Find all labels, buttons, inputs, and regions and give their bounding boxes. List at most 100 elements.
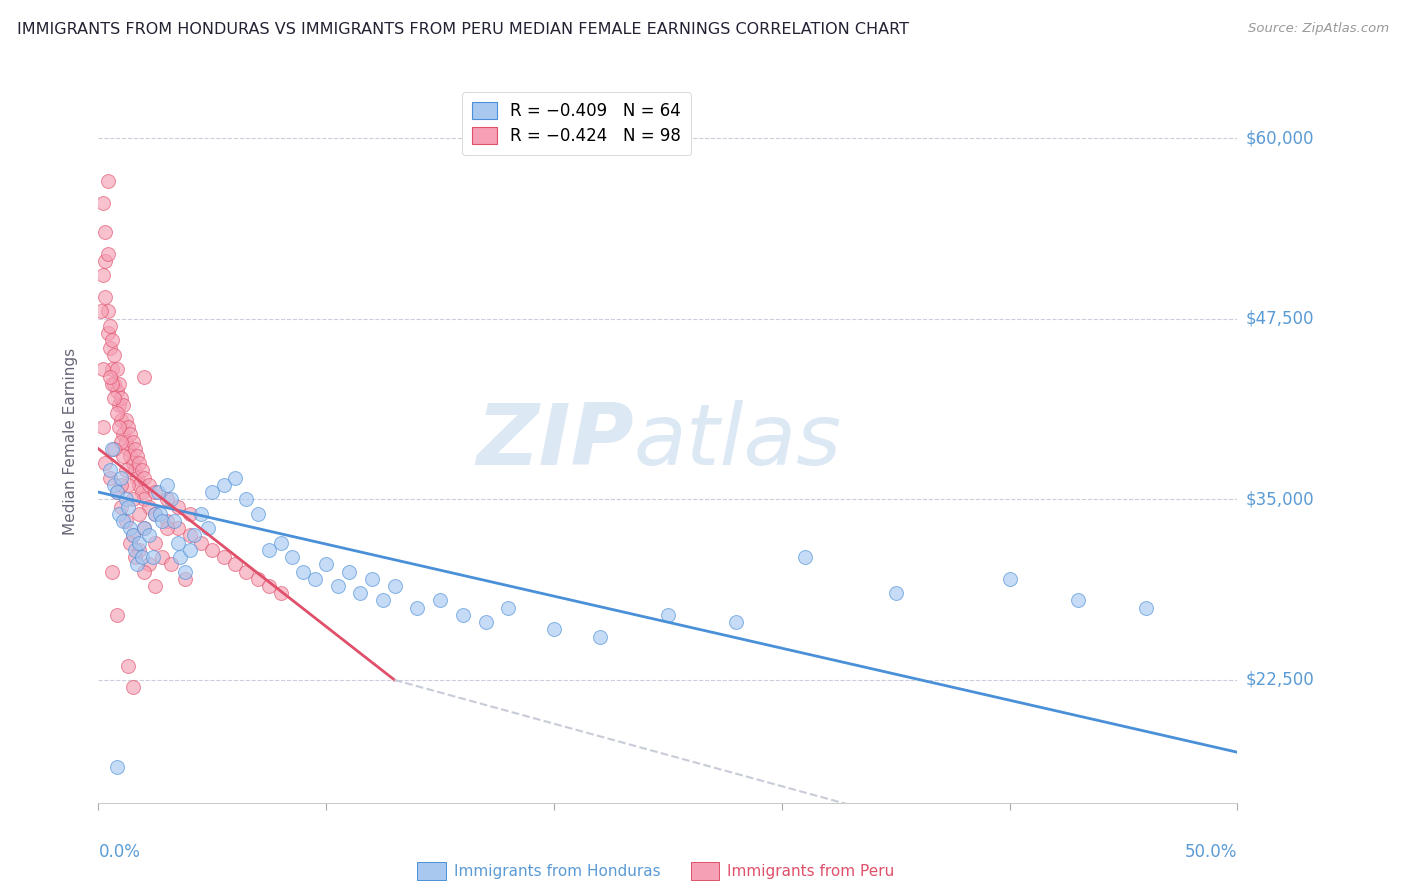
Point bbox=[145, 507, 167, 521]
Point bbox=[138, 558, 160, 572]
Point bbox=[145, 507, 167, 521]
Point bbox=[246, 572, 269, 586]
Text: $60,000: $60,000 bbox=[1246, 129, 1315, 147]
Point bbox=[160, 492, 183, 507]
Point bbox=[108, 507, 131, 521]
Point bbox=[498, 600, 520, 615]
Point bbox=[145, 579, 167, 593]
Point bbox=[103, 376, 125, 391]
Point bbox=[117, 658, 139, 673]
Point bbox=[91, 362, 114, 376]
Point bbox=[105, 406, 128, 420]
Point bbox=[105, 760, 128, 774]
Point bbox=[121, 492, 143, 507]
Point bbox=[91, 268, 114, 283]
Point bbox=[160, 558, 183, 572]
Point bbox=[96, 326, 118, 340]
Point bbox=[114, 413, 136, 427]
Point bbox=[105, 485, 128, 500]
Point bbox=[128, 535, 150, 549]
Point bbox=[105, 607, 128, 622]
Point bbox=[197, 521, 219, 535]
Point bbox=[124, 463, 146, 477]
Point bbox=[103, 478, 125, 492]
Point bbox=[145, 535, 167, 549]
Point bbox=[101, 376, 124, 391]
Point bbox=[117, 420, 139, 434]
Point bbox=[212, 478, 235, 492]
Point bbox=[112, 427, 135, 442]
Point bbox=[103, 348, 125, 362]
Point bbox=[179, 507, 201, 521]
Point bbox=[110, 500, 132, 514]
Text: 0.0%: 0.0% bbox=[98, 843, 141, 861]
Point bbox=[94, 290, 117, 304]
Point bbox=[337, 565, 360, 579]
Point bbox=[121, 456, 143, 470]
Point bbox=[304, 572, 326, 586]
Point bbox=[112, 449, 135, 463]
Point bbox=[1135, 600, 1157, 615]
Point bbox=[179, 542, 201, 557]
Text: $47,500: $47,500 bbox=[1246, 310, 1315, 327]
Point bbox=[326, 579, 349, 593]
Point bbox=[103, 442, 125, 456]
Point bbox=[169, 550, 191, 565]
Point bbox=[124, 550, 146, 565]
Point bbox=[725, 615, 748, 630]
Point bbox=[246, 507, 269, 521]
Point bbox=[349, 586, 371, 600]
Text: IMMIGRANTS FROM HONDURAS VS IMMIGRANTS FROM PERU MEDIAN FEMALE EARNINGS CORRELAT: IMMIGRANTS FROM HONDURAS VS IMMIGRANTS F… bbox=[17, 22, 908, 37]
Point bbox=[131, 550, 153, 565]
Point bbox=[124, 442, 146, 456]
Point bbox=[588, 630, 610, 644]
Point bbox=[110, 413, 132, 427]
Point bbox=[224, 470, 246, 484]
Point bbox=[110, 478, 132, 492]
Point bbox=[112, 514, 135, 528]
Point bbox=[190, 535, 212, 549]
Point bbox=[96, 304, 118, 318]
Point bbox=[998, 572, 1021, 586]
Point bbox=[91, 196, 114, 211]
Point bbox=[121, 528, 143, 542]
Point bbox=[174, 565, 197, 579]
Point bbox=[162, 514, 184, 528]
Point bbox=[132, 521, 155, 535]
Point bbox=[127, 449, 149, 463]
Text: atlas: atlas bbox=[634, 400, 842, 483]
Text: 50.0%: 50.0% bbox=[1185, 843, 1237, 861]
Point bbox=[94, 253, 117, 268]
Point bbox=[101, 565, 124, 579]
Point bbox=[131, 485, 153, 500]
Point bbox=[884, 586, 907, 600]
Point bbox=[270, 535, 292, 549]
Point bbox=[451, 607, 474, 622]
FancyBboxPatch shape bbox=[418, 862, 446, 880]
Point bbox=[120, 427, 142, 442]
Point bbox=[235, 565, 257, 579]
Point bbox=[120, 535, 142, 549]
Point bbox=[128, 456, 150, 470]
Text: Immigrants from Peru: Immigrants from Peru bbox=[727, 864, 894, 879]
Point bbox=[201, 542, 224, 557]
Point bbox=[105, 362, 128, 376]
Point bbox=[142, 550, 165, 565]
Point bbox=[105, 384, 128, 398]
Point bbox=[132, 470, 155, 484]
Point bbox=[132, 565, 155, 579]
Point bbox=[103, 391, 125, 405]
Point bbox=[91, 420, 114, 434]
Point bbox=[156, 492, 179, 507]
Point bbox=[127, 558, 149, 572]
Point bbox=[110, 470, 132, 484]
Point bbox=[114, 514, 136, 528]
Point bbox=[156, 521, 179, 535]
Point bbox=[114, 492, 136, 507]
Point bbox=[127, 470, 149, 484]
Point bbox=[121, 434, 143, 449]
Point bbox=[117, 442, 139, 456]
Text: Immigrants from Honduras: Immigrants from Honduras bbox=[454, 864, 661, 879]
Text: $35,000: $35,000 bbox=[1246, 491, 1315, 508]
Point bbox=[384, 579, 406, 593]
